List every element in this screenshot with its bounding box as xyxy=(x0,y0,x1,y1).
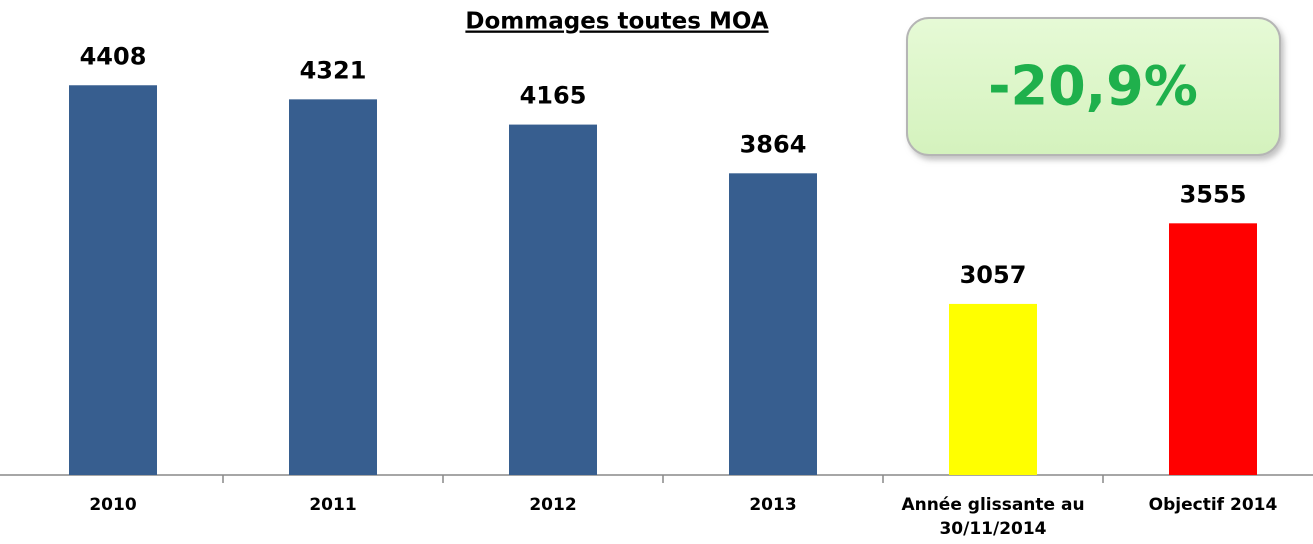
value-label: 3864 xyxy=(740,130,807,158)
value-label: 4321 xyxy=(300,56,367,84)
x-tick-label: 2013 xyxy=(749,495,797,515)
bar xyxy=(69,85,157,475)
bar xyxy=(729,173,817,475)
value-label: 3057 xyxy=(960,261,1027,289)
x-tick-label: 2011 xyxy=(309,495,357,515)
annotation-box xyxy=(906,17,1281,156)
annotation: -20,9% xyxy=(988,55,1198,118)
bar xyxy=(949,303,1037,475)
x-tick-label: Année glissante au 30/11/2014 xyxy=(901,495,1085,539)
x-tick-label: 2010 xyxy=(89,495,137,515)
bar xyxy=(509,124,597,475)
bar xyxy=(289,99,377,475)
value-label: 3555 xyxy=(1180,180,1247,208)
x-tick-label: Objectif 2014 xyxy=(1148,495,1278,515)
x-tick-label: 2012 xyxy=(529,495,577,515)
value-label: 4165 xyxy=(520,82,587,110)
value-label: 4408 xyxy=(80,42,147,70)
bar xyxy=(1169,223,1257,475)
chart-title: Dommages toutes MOA xyxy=(465,9,768,35)
